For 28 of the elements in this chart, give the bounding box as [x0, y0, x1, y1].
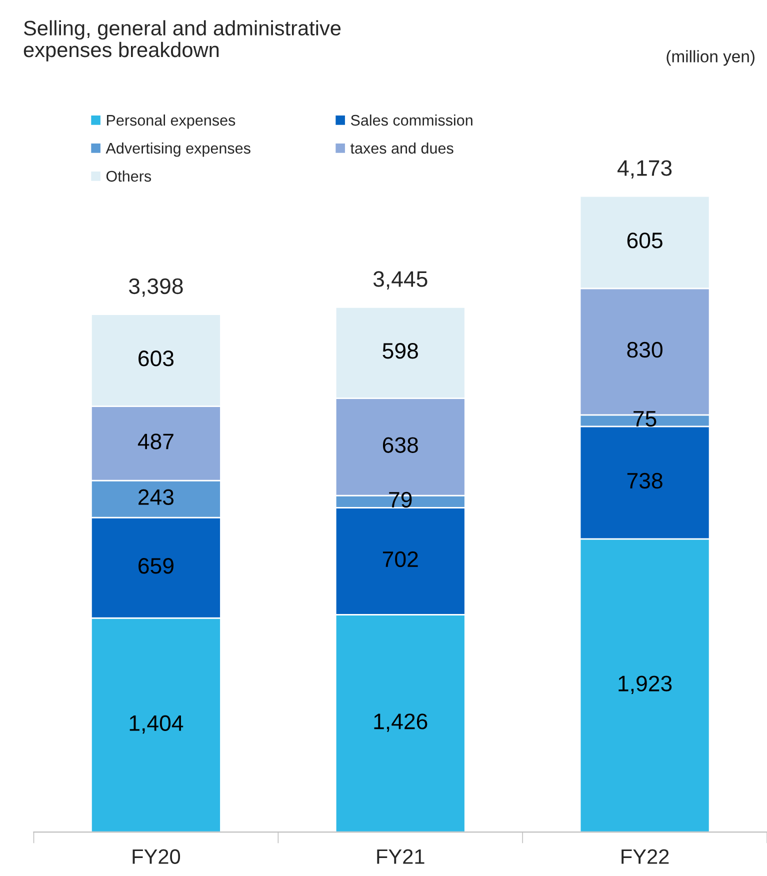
text: (million yen): [666, 50, 754, 66]
data-label: 659: [138, 558, 174, 574]
data-label: 243: [138, 489, 174, 505]
data-label: 603: [138, 350, 174, 366]
chart-title: Selling, general and administrative expenses breakdown: [24, 20, 341, 62]
x-tick-label: FY21: [377, 849, 424, 864]
data-label: 79: [389, 492, 412, 508]
data-label: 605: [627, 232, 662, 248]
data-label: 638: [382, 437, 418, 453]
legend-label: taxes and dues: [350, 142, 454, 154]
legend-label: Personal expenses: [106, 114, 236, 129]
data-label: 1,404: [130, 715, 184, 734]
data-label: 487: [138, 434, 174, 450]
data-label: 702: [382, 551, 418, 568]
x-tick-label: FY20: [132, 849, 180, 864]
total-label: 4,173: [618, 160, 672, 179]
data-label: 1,426: [374, 714, 428, 732]
data-label: 830: [627, 342, 662, 358]
x-tick-label: FY22: [622, 849, 669, 864]
data-label: 75: [634, 411, 656, 427]
total-label: 3,445: [373, 271, 428, 290]
data-label: 598: [382, 343, 418, 359]
data-label: 1,923: [618, 676, 672, 694]
data-label: 738: [627, 472, 662, 489]
legend-label: Advertising expenses: [106, 142, 250, 157]
legend-label: Others: [106, 170, 152, 182]
legend-label: Sales commission: [350, 114, 472, 126]
total-label: 3,398: [129, 278, 183, 297]
